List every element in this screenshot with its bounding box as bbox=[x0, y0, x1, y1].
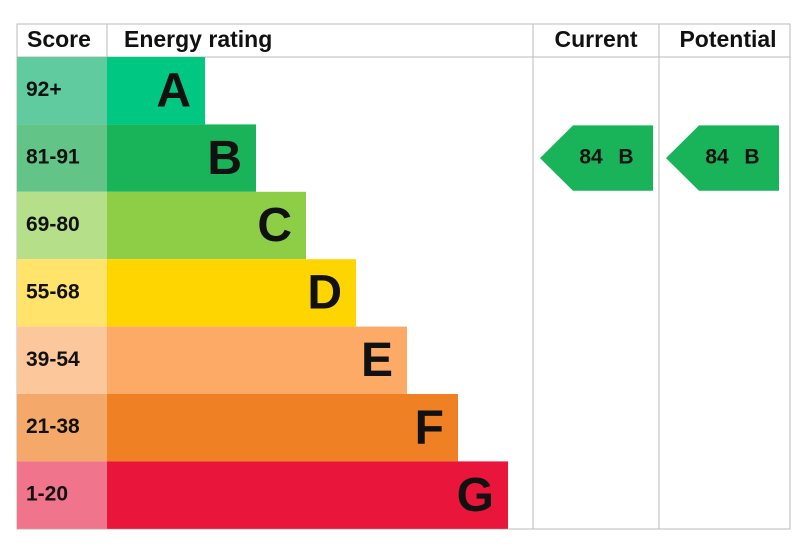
current-band: B bbox=[618, 146, 633, 169]
potential-arrow bbox=[666, 125, 779, 191]
score-label: 55-68 bbox=[26, 280, 80, 303]
score-label: 1-20 bbox=[26, 483, 68, 506]
score-label: 21-38 bbox=[26, 415, 80, 438]
header-rating: Energy rating bbox=[124, 26, 272, 52]
score-cell bbox=[17, 394, 107, 462]
rating-bar bbox=[107, 326, 407, 394]
header-score: Score bbox=[27, 26, 91, 52]
score-label: 69-80 bbox=[26, 213, 80, 236]
rating-letter: C bbox=[257, 199, 292, 252]
potential-band: B bbox=[744, 146, 759, 169]
rating-letter: A bbox=[156, 64, 191, 117]
score-cell bbox=[17, 57, 107, 125]
rating-bar bbox=[107, 259, 356, 327]
current-arrow bbox=[540, 125, 653, 191]
rating-bar bbox=[107, 461, 508, 529]
rating-letter: B bbox=[207, 132, 242, 185]
current-score: 84 bbox=[579, 146, 603, 169]
rating-bar bbox=[107, 57, 205, 125]
rating-bar bbox=[107, 124, 256, 192]
score-cell bbox=[17, 326, 107, 394]
rating-letter: E bbox=[361, 334, 393, 387]
score-cell bbox=[17, 461, 107, 529]
rating-letter: D bbox=[307, 267, 342, 320]
score-label: 81-91 bbox=[26, 146, 80, 169]
score-cell bbox=[17, 191, 107, 260]
rating-bar bbox=[107, 394, 458, 462]
score-label: 39-54 bbox=[26, 348, 80, 371]
header-potential: Potential bbox=[679, 26, 776, 52]
score-cell bbox=[17, 259, 107, 327]
rating-bar bbox=[107, 191, 306, 260]
rating-letter: F bbox=[415, 401, 444, 454]
score-label: 92+ bbox=[26, 78, 62, 101]
header-current: Current bbox=[554, 26, 637, 52]
potential-score: 84 bbox=[705, 146, 729, 169]
score-cell bbox=[17, 124, 107, 192]
rating-letter: G bbox=[457, 469, 494, 522]
